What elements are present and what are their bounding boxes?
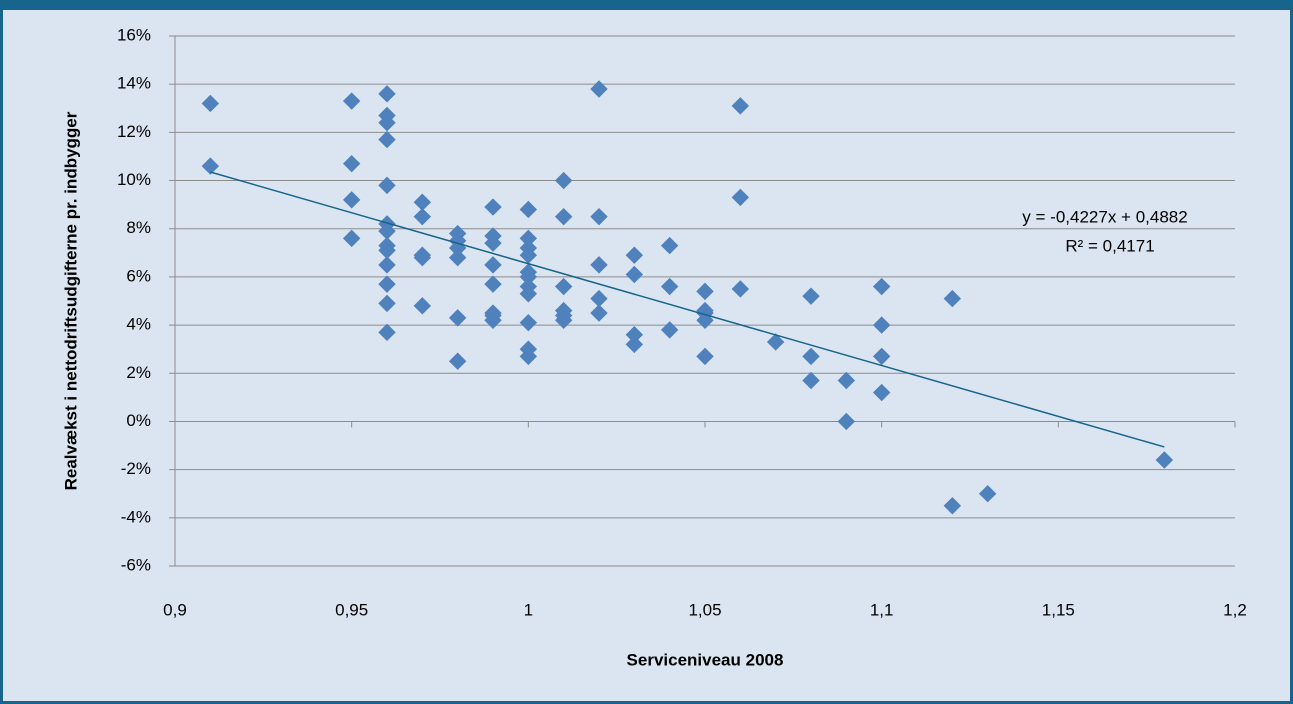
point <box>378 85 396 103</box>
trend-equation: y = -0,4227x + 0,4882 <box>1022 207 1187 226</box>
point <box>484 198 502 216</box>
point <box>731 188 750 207</box>
point <box>378 256 396 274</box>
point <box>696 282 714 301</box>
point <box>342 191 361 209</box>
point <box>872 383 891 402</box>
point <box>660 321 679 339</box>
point <box>802 287 820 305</box>
point <box>837 371 856 390</box>
x-tick-label: 1,2 <box>1223 600 1247 619</box>
point <box>660 277 679 296</box>
x-tick-label: 0,9 <box>163 600 187 619</box>
point <box>378 130 396 149</box>
y-tick-label: 10% <box>117 170 151 189</box>
point <box>554 277 573 296</box>
y-tick-label: 16% <box>117 25 151 44</box>
point <box>484 234 502 252</box>
point <box>978 485 997 503</box>
x-tick-label: 1,15 <box>1042 600 1075 619</box>
point <box>625 246 644 264</box>
point <box>625 335 644 354</box>
y-tick-label: 12% <box>117 122 151 141</box>
point <box>201 94 220 113</box>
point <box>378 176 396 195</box>
point <box>696 347 714 366</box>
x-tick-label: 1 <box>524 600 533 619</box>
y-tick-label: 14% <box>117 74 151 93</box>
point <box>342 154 361 173</box>
point <box>625 265 644 284</box>
point <box>590 207 608 226</box>
point <box>731 97 750 115</box>
point <box>519 347 538 366</box>
point <box>590 304 608 322</box>
point <box>590 80 608 98</box>
point <box>413 248 432 267</box>
y-axis-title: Realvækst i nettodriftsudgifterne pr. in… <box>61 111 80 490</box>
y-tick-label: -6% <box>121 555 151 574</box>
point <box>943 289 962 308</box>
point <box>802 371 820 390</box>
top-bar <box>0 0 1293 10</box>
point <box>554 207 573 226</box>
point <box>872 316 891 334</box>
point <box>1155 451 1174 469</box>
y-tick-label: 6% <box>126 266 151 285</box>
point <box>201 157 220 175</box>
point <box>519 285 538 303</box>
point <box>872 277 891 296</box>
point <box>342 229 361 248</box>
point <box>378 323 396 342</box>
trend-line <box>210 171 1165 448</box>
point <box>378 294 396 313</box>
point <box>413 297 432 315</box>
point <box>766 333 785 351</box>
point <box>731 280 750 298</box>
point <box>943 497 962 515</box>
point <box>802 347 820 366</box>
point <box>342 92 361 110</box>
x-axis-title: Serviceniveau 2008 <box>627 650 784 669</box>
x-tick-label: 1,1 <box>870 600 894 619</box>
point <box>484 275 502 293</box>
point <box>837 412 856 431</box>
point <box>519 200 538 219</box>
y-tick-label: 8% <box>126 218 151 237</box>
y-tick-label: -4% <box>121 507 151 526</box>
y-tick-label: 0% <box>126 411 151 430</box>
point <box>484 256 502 274</box>
point <box>590 256 608 274</box>
y-tick-label: 4% <box>126 315 151 334</box>
y-tick-label: -2% <box>121 459 151 478</box>
point <box>519 313 538 332</box>
x-tick-label: 1,05 <box>688 600 721 619</box>
point <box>484 311 502 329</box>
point <box>448 248 467 267</box>
trend-r-squared: R² = 0,4171 <box>1065 236 1154 255</box>
point <box>378 275 396 293</box>
y-tick-label: 2% <box>126 363 151 382</box>
point <box>413 207 432 226</box>
point <box>660 236 679 255</box>
point <box>448 309 467 327</box>
point <box>554 311 573 329</box>
point <box>378 114 396 132</box>
point <box>554 171 573 190</box>
x-tick-label: 0,95 <box>335 600 368 619</box>
point <box>872 347 891 366</box>
point <box>448 352 467 370</box>
